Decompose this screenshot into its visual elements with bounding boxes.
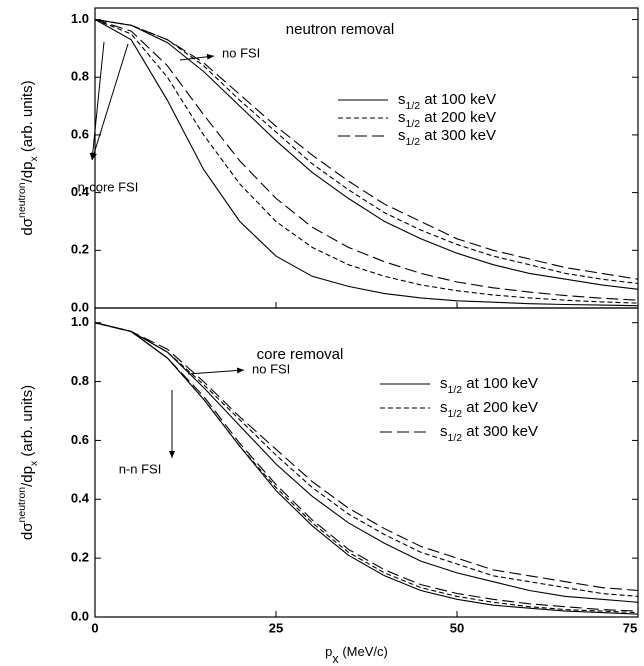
label-part: /dp	[19, 162, 36, 183]
curve	[94, 18, 639, 280]
curve	[94, 322, 639, 615]
panel-title: neutron removal	[286, 21, 394, 38]
y-tick-label: 0.8	[71, 373, 89, 388]
panel-title: core removal	[257, 346, 344, 363]
y-tick-label: 0.4	[71, 491, 90, 506]
curve	[94, 18, 639, 304]
annotation-arrow	[91, 43, 129, 161]
curve	[94, 18, 639, 301]
curve	[94, 322, 639, 614]
y-tick-label: 0.4	[71, 184, 90, 199]
y-tick-label: 0.2	[71, 242, 89, 257]
label-part: s	[398, 109, 406, 126]
curve	[94, 322, 639, 612]
legend-label: s1/2 at 200 keV	[398, 109, 496, 130]
legend-label: s1/2 at 100 keV	[398, 91, 496, 112]
annotation: no FSI	[222, 45, 260, 60]
y-tick-label: 0.8	[71, 69, 89, 84]
annotation-arrow	[187, 367, 245, 375]
label-part: p	[325, 644, 332, 659]
annotation: no FSI	[252, 361, 290, 376]
label-part: x	[28, 156, 40, 162]
y-tick-label: 1.0	[71, 314, 89, 329]
label-part: 1/2	[406, 118, 421, 130]
y-axis-label: dσneutron/dpx (arb. units)	[16, 80, 40, 235]
annotation-arrow	[89, 41, 105, 161]
annotation-arrow	[179, 53, 215, 61]
plot-frame	[94, 7, 639, 309]
label-part: 1/2	[448, 384, 463, 396]
label-part: at 300 keV	[462, 423, 538, 440]
label-part: 1/2	[448, 408, 463, 420]
label-part: 1/2	[406, 136, 421, 148]
label-part: at 200 keV	[462, 399, 538, 416]
x-tick-label: 75	[623, 620, 637, 635]
label-part: x	[28, 460, 40, 466]
label-part: at 300 keV	[420, 127, 496, 144]
label-part: neutron	[16, 182, 28, 218]
y-tick-label: 0.0	[71, 608, 89, 623]
label-part: (arb. units)	[19, 80, 36, 156]
label-part: at 100 keV	[420, 91, 496, 108]
y-axis-label: dσneutron/dpx (arb. units)	[16, 385, 40, 540]
label-part: s	[398, 127, 406, 144]
label-part: at 200 keV	[420, 109, 496, 126]
legend-label: s1/2 at 300 keV	[398, 127, 496, 148]
x-tick-label: 50	[450, 620, 464, 635]
label-part: at 100 keV	[462, 375, 538, 392]
curve	[94, 18, 639, 285]
label-part: (arb. units)	[19, 385, 36, 461]
label-part: s	[440, 399, 448, 416]
label-part: /dp	[19, 466, 36, 487]
x-tick-label: 0	[91, 620, 98, 635]
legend-label: s1/2 at 200 keV	[440, 399, 538, 420]
label-part: dσ	[19, 217, 36, 235]
curve	[94, 18, 639, 290]
y-tick-label: 0.6	[71, 432, 89, 447]
curve	[94, 322, 639, 597]
label-part: x	[332, 652, 339, 666]
x-tick-label: 25	[269, 620, 283, 635]
label-part: neutron	[16, 487, 28, 523]
curve	[94, 322, 639, 603]
label-part: 1/2	[406, 100, 421, 112]
y-tick-label: 0.0	[71, 299, 89, 314]
label-part: dσ	[19, 522, 36, 540]
legend-label: s1/2 at 300 keV	[440, 423, 538, 444]
legend-label: s1/2 at 100 keV	[440, 375, 538, 396]
plot-frame	[94, 307, 639, 618]
curve	[94, 19, 639, 307]
label-part: s	[398, 91, 406, 108]
label-part: (MeV/c)	[339, 644, 388, 659]
x-axis-label: px (MeV/c)	[325, 644, 388, 666]
annotation: n-n FSI	[119, 461, 162, 476]
curve	[94, 322, 639, 592]
y-tick-label: 1.0	[71, 11, 89, 26]
y-tick-label: 0.2	[71, 550, 89, 565]
label-part: s	[440, 375, 448, 392]
annotation: n-core FSI	[78, 179, 139, 194]
y-tick-label: 0.6	[71, 126, 89, 141]
label-part: 1/2	[448, 432, 463, 444]
label-part: s	[440, 423, 448, 440]
